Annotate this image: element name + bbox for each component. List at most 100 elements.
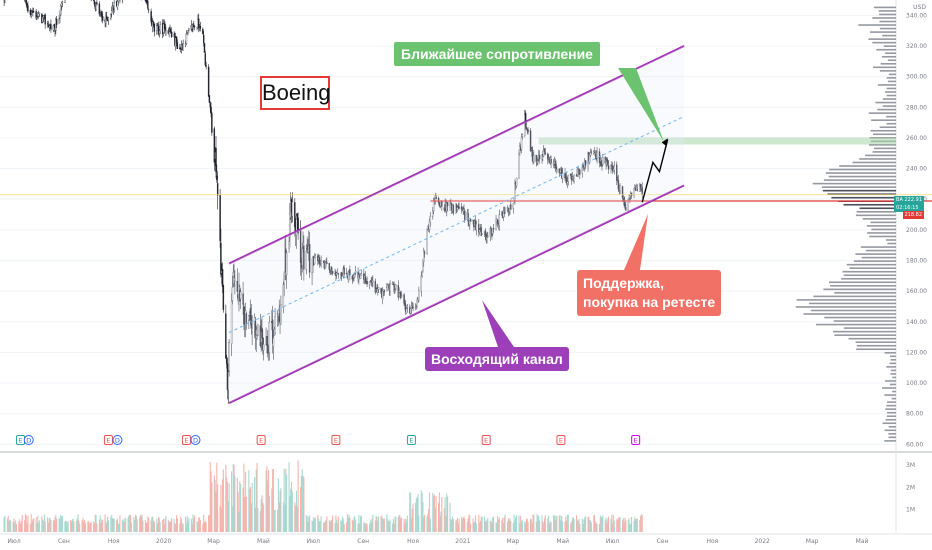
candle-body	[426, 230, 428, 254]
profile-bar	[884, 429, 896, 432]
volume-bar	[433, 495, 435, 532]
volume-bar	[570, 523, 572, 532]
volume-bar	[56, 518, 58, 532]
profile-bar	[869, 235, 896, 238]
candle-body	[196, 27, 198, 29]
volume-bar	[351, 519, 353, 532]
volume-bar	[486, 519, 488, 532]
currency-label: USD	[913, 4, 926, 11]
profile-bar	[859, 158, 896, 160]
volume-bar	[561, 516, 563, 532]
time-axis-tick: Мар	[806, 538, 819, 545]
volume-bar	[15, 523, 17, 532]
profile-bar	[821, 186, 896, 188]
volume-bar	[88, 523, 91, 532]
profile-bar	[884, 394, 896, 396]
volume-bar	[319, 521, 321, 532]
volume-bar	[474, 521, 476, 532]
volume-bar	[231, 506, 233, 532]
volume-bar	[639, 519, 641, 532]
resistance-pointer	[618, 68, 664, 142]
candle-body	[469, 220, 471, 225]
volume-bar	[236, 477, 238, 532]
volume-bar	[156, 518, 158, 532]
volume-bar	[24, 520, 26, 532]
candle-body	[222, 285, 225, 310]
volume-bar	[119, 515, 121, 532]
volume-bar	[42, 519, 44, 532]
candle-body	[343, 267, 345, 275]
volume-bar	[300, 475, 302, 532]
candle-body	[613, 165, 616, 171]
volume-bar	[227, 501, 229, 532]
candle-body	[25, 0, 27, 5]
volume-bar	[90, 521, 92, 532]
volume-bar	[357, 523, 359, 532]
volume-bar	[290, 488, 292, 532]
earnings-marker-shape	[406, 435, 416, 445]
candle-body	[590, 151, 593, 153]
profile-bar	[878, 10, 896, 12]
candle-body	[188, 28, 190, 31]
volume-bar	[87, 521, 89, 532]
profile-bar	[870, 129, 896, 132]
candle-body	[116, 1, 119, 8]
price-axis-tick: 160.00	[906, 288, 927, 295]
volume-bar	[159, 521, 161, 532]
volume-bar	[539, 520, 541, 532]
volume-bar	[144, 519, 146, 532]
volume-bar	[340, 520, 342, 532]
volume-bar	[73, 521, 75, 532]
volume-bar	[359, 523, 361, 532]
profile-bar	[887, 80, 896, 83]
candle-body	[320, 260, 322, 264]
candle-body	[153, 23, 156, 32]
volume-bar	[257, 507, 259, 532]
candle-body	[579, 169, 581, 175]
event-marker-earnings: E	[481, 435, 491, 445]
volume-bar	[72, 518, 74, 532]
event-marker-letter: E	[259, 436, 263, 444]
volume-bar	[543, 518, 546, 532]
volume-bar	[295, 490, 298, 532]
ascending-channel[interactable]	[228, 45, 685, 404]
profile-bar	[855, 214, 896, 217]
time-axis-tick: Сен	[657, 538, 669, 545]
volume-bar	[627, 519, 629, 532]
volume-bars	[3, 460, 643, 532]
profile-bar	[879, 126, 896, 129]
volume-bar	[83, 521, 85, 532]
profile-bar	[860, 246, 896, 248]
volume-bar	[173, 518, 175, 532]
volume-bar	[197, 522, 199, 532]
candle-body	[100, 11, 102, 14]
volume-bar	[49, 518, 51, 532]
event-marker-earnings: E	[256, 435, 266, 445]
profile-bar	[843, 274, 896, 277]
volume-bar	[535, 521, 537, 532]
candle-body	[544, 152, 547, 155]
volume-bar	[168, 521, 170, 532]
volume-bar	[89, 522, 91, 532]
volume-bar	[256, 463, 258, 532]
volume-bar	[555, 516, 557, 532]
volume-bar	[217, 484, 219, 532]
event-marker-dividend: D	[190, 435, 201, 445]
volume-bar	[363, 522, 365, 532]
volume-bar	[466, 521, 468, 532]
volume-bar	[150, 520, 152, 532]
volume-bar	[446, 493, 448, 532]
projected-arrowhead	[661, 138, 668, 147]
profile-bar	[828, 175, 896, 178]
profile-bar	[887, 242, 896, 245]
profile-bar	[823, 288, 896, 291]
volume-bar	[265, 470, 267, 532]
volume-bar	[577, 520, 579, 532]
volume-bar	[372, 514, 374, 532]
profile-bar	[868, 38, 896, 40]
volume-bar	[245, 496, 247, 532]
profile-bar	[888, 436, 896, 439]
volume-bar	[585, 516, 587, 532]
volume-bar	[162, 518, 164, 532]
